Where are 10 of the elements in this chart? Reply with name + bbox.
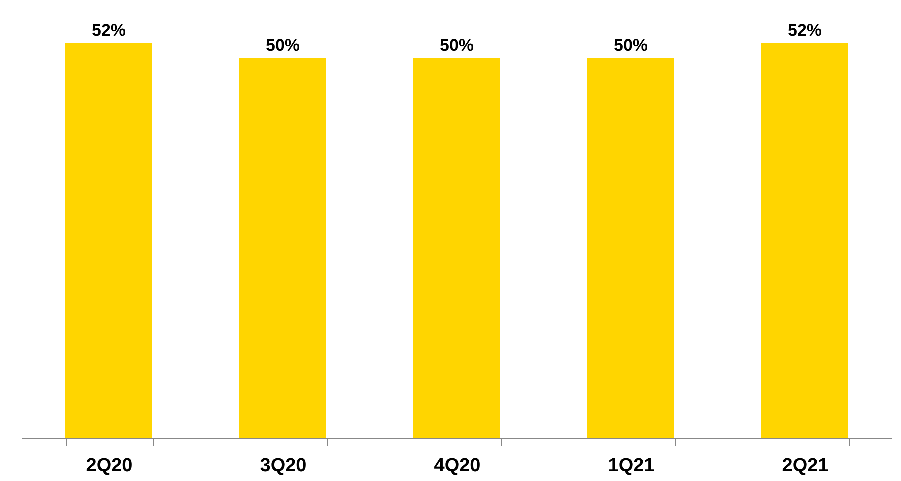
data-label: 52% <box>788 21 822 40</box>
x-tick-label: 2Q21 <box>782 456 830 476</box>
data-label: 50% <box>266 36 300 56</box>
x-tick-label: 3Q20 <box>260 456 307 476</box>
x-tick-label: 1Q21 <box>608 456 656 476</box>
data-label: 50% <box>614 36 648 56</box>
data-label: 52% <box>92 21 126 40</box>
data-label: 50% <box>440 36 474 56</box>
x-tick-label: 4Q20 <box>434 456 481 476</box>
x-tick-label: 2Q20 <box>86 456 133 476</box>
